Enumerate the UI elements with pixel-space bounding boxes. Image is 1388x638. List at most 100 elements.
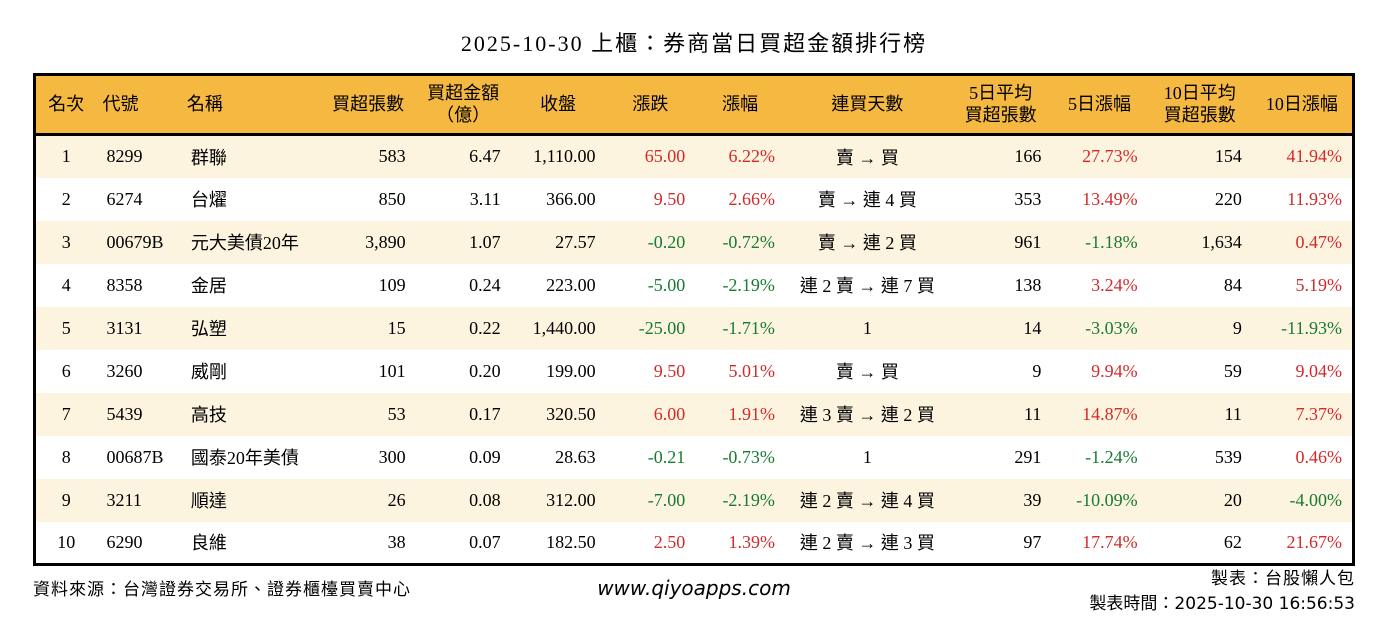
cell-pct: -0.73% bbox=[722, 446, 775, 467]
column-header-pct: 漲幅 bbox=[695, 74, 785, 136]
cell-pct: -2.19% bbox=[722, 489, 775, 510]
cell-streak: 連 2 賣 → 連 7 買 bbox=[799, 276, 935, 296]
cell-amount: 6.47 bbox=[469, 146, 501, 167]
website-watermark: www.qiyoapps.com bbox=[597, 576, 791, 600]
cell-avg10: 1,634 bbox=[1201, 231, 1242, 252]
cell-amount: 0.24 bbox=[469, 274, 501, 295]
cell-pct10: -11.93% bbox=[1281, 317, 1342, 338]
cell-change: 9.50 bbox=[653, 188, 686, 209]
cell-name: 高技 bbox=[190, 405, 227, 425]
cell-pct10: 0.47% bbox=[1295, 231, 1343, 252]
cell-avg10: 20 bbox=[1223, 489, 1242, 510]
header-row: 名次 代號 名稱 買超張數 買超金額 （億） 收盤 漲跌 漲幅 連買天數 5日平均 買超張數 5日漲幅 1… bbox=[34, 74, 1354, 136]
cell-vol: 583 bbox=[378, 146, 406, 167]
cell-change: 2.50 bbox=[653, 531, 686, 552]
cell-rank: 3 bbox=[61, 231, 71, 252]
cell-streak: 1 bbox=[862, 446, 872, 467]
cell-change: 65.00 bbox=[644, 146, 686, 167]
cell-avg10: 154 bbox=[1214, 146, 1242, 167]
cell-code: 3131 bbox=[106, 317, 143, 338]
cell-avg5: 9 bbox=[1032, 360, 1042, 381]
cell-pct5: -1.24% bbox=[1085, 446, 1138, 467]
page-title: 2025-10-30 上櫃：券商當日買超金額排行榜 bbox=[460, 31, 928, 56]
cell-code: 8299 bbox=[106, 146, 143, 167]
cell-vol: 38 bbox=[387, 531, 406, 552]
cell-close: 312.00 bbox=[546, 489, 596, 510]
column-header-pct5: 5日漲幅 bbox=[1051, 74, 1148, 136]
cell-pct: -1.71% bbox=[722, 317, 775, 338]
cell-change: 6.00 bbox=[653, 403, 686, 424]
column-header-avg10: 10日平均 買超張數 bbox=[1147, 74, 1252, 136]
cell-name: 台燿 bbox=[190, 190, 227, 210]
cell-pct10: 5.19% bbox=[1295, 274, 1343, 295]
cell-code: 00687B bbox=[106, 446, 164, 467]
cell-pct10: 0.46% bbox=[1295, 446, 1343, 467]
table-row: 10 6290 良維 38 0.07 182.50 2.50 1.39% 連 2 賣 → 連 3… bbox=[34, 521, 1354, 565]
cell-vol: 850 bbox=[378, 188, 406, 209]
cell-pct5: -1.18% bbox=[1085, 231, 1138, 252]
cell-avg10: 62 bbox=[1223, 531, 1242, 552]
table-row: 2 6274 台燿 850 3.11 366.00 9.50 2.66% 賣 → 連 4 買 35… bbox=[34, 177, 1354, 221]
cell-name: 弘塑 bbox=[190, 319, 227, 339]
cell-avg5: 138 bbox=[1014, 274, 1042, 295]
cell-change: 9.50 bbox=[653, 360, 686, 381]
cell-streak: 連 3 賣 → 連 2 買 bbox=[799, 405, 935, 425]
cell-pct5: 13.49% bbox=[1082, 188, 1138, 209]
cell-amount: 0.08 bbox=[469, 489, 501, 510]
cell-pct5: 9.94% bbox=[1091, 360, 1138, 381]
cell-amount: 0.07 bbox=[469, 531, 501, 552]
cell-rank: 8 bbox=[61, 446, 71, 467]
cell-amount: 0.17 bbox=[469, 403, 501, 424]
cell-rank: 5 bbox=[61, 317, 71, 338]
cell-avg10: 84 bbox=[1223, 274, 1242, 295]
cell-rank: 7 bbox=[61, 403, 71, 424]
cell-pct5: 3.24% bbox=[1091, 274, 1138, 295]
cell-pct5: 14.87% bbox=[1082, 403, 1138, 424]
cell-rank: 2 bbox=[61, 188, 71, 209]
cell-close: 199.00 bbox=[546, 360, 596, 381]
made-time-label: 製表時間：2025-10-30 16:56:53 bbox=[1089, 593, 1355, 614]
table-row: 9 3211 順達 26 0.08 312.00 -7.00 -2.19% 連 2 賣 → 連 … bbox=[34, 478, 1354, 522]
cell-rank: 6 bbox=[61, 360, 71, 381]
data-source-note: 資料來源：台灣證券交易所、證券櫃檯買賣中心 bbox=[33, 580, 411, 599]
cell-name: 金居 bbox=[190, 276, 227, 296]
cell-amount: 0.22 bbox=[469, 317, 501, 338]
column-header-vol: 買超張數 bbox=[320, 74, 416, 136]
cell-vol: 3,890 bbox=[365, 231, 406, 252]
cell-avg10: 220 bbox=[1214, 188, 1242, 209]
cell-streak: 賣 → 買 bbox=[835, 147, 899, 168]
cell-pct: 6.22% bbox=[728, 146, 775, 167]
cell-code: 3211 bbox=[106, 489, 142, 510]
cell-avg5: 353 bbox=[1014, 188, 1042, 209]
cell-streak: 賣 → 連 4 買 bbox=[817, 190, 917, 210]
cell-name: 順達 bbox=[190, 491, 227, 511]
cell-pct5: -3.03% bbox=[1085, 317, 1138, 338]
cell-close: 182.50 bbox=[546, 531, 596, 552]
cell-amount: 1.07 bbox=[469, 231, 501, 252]
table-row: 6 3260 威剛 101 0.20 199.00 9.50 5.01% 賣 → 買 9 9.94%… bbox=[34, 349, 1354, 393]
cell-pct: 1.91% bbox=[728, 403, 775, 424]
table-row: 5 3131 弘塑 15 0.22 1,440.00 -25.00 -1.71% 1 14 -3.0… bbox=[34, 306, 1354, 350]
cell-vol: 300 bbox=[378, 446, 406, 467]
cell-avg5: 39 bbox=[1023, 489, 1042, 510]
table-row: 7 5439 高技 53 0.17 320.50 6.00 1.91% 連 3 賣 → 連 2 … bbox=[34, 392, 1354, 436]
table-body: 1 8299 群聯 583 6.47 1,110.00 65.00 6.22% 賣 → 買 166… bbox=[34, 134, 1354, 565]
cell-close: 320.50 bbox=[546, 403, 596, 424]
cell-vol: 109 bbox=[378, 274, 406, 295]
cell-close: 223.00 bbox=[546, 274, 596, 295]
column-header-name: 名稱 bbox=[180, 74, 321, 136]
cell-change: -25.00 bbox=[638, 317, 686, 338]
cell-avg10: 539 bbox=[1214, 446, 1242, 467]
cell-code: 5439 bbox=[106, 403, 143, 424]
table-row: 8 00687B 國泰20年美債 300 0.09 28.63 -0.21 -0.73% 1 29… bbox=[34, 435, 1354, 479]
cell-vol: 26 bbox=[387, 489, 406, 510]
column-header-code: 代號 bbox=[96, 74, 181, 136]
column-header-rank: 名次 bbox=[34, 74, 97, 136]
column-header-avg5: 5日平均 買超張數 bbox=[949, 74, 1052, 136]
cell-vol: 101 bbox=[378, 360, 406, 381]
cell-pct10: 11.93% bbox=[1287, 188, 1342, 209]
cell-pct: -2.19% bbox=[722, 274, 775, 295]
cell-pct10: 41.94% bbox=[1286, 146, 1343, 167]
cell-close: 366.00 bbox=[546, 188, 596, 209]
cell-amount: 0.09 bbox=[469, 446, 501, 467]
